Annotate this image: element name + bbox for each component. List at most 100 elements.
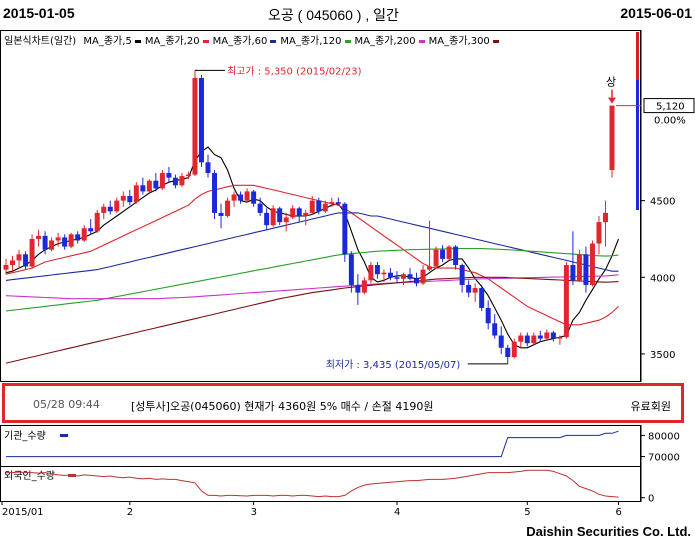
news-ticker[interactable]: 05/28 09:44 [성투사]오공(045060) 현재가 4360원 5%… [2, 383, 684, 423]
x-tick-label: 4 [394, 507, 400, 518]
institution-tick-label: 70000 [648, 453, 680, 464]
price-chart[interactable]: 3500 4000 4500 최고가 : 5,350 (2015/02/23) 최저가 … [0, 30, 695, 382]
footer-brand: Daishin Securities Co. Ltd. [526, 524, 691, 539]
x-tick-label: 5 [524, 507, 530, 518]
candle-body [23, 254, 29, 267]
candle-body [433, 249, 439, 267]
candle-body [153, 180, 159, 189]
candle-body [374, 265, 380, 275]
x-tick-label: 2015/01 [2, 507, 44, 518]
candle-body [42, 235, 48, 250]
candle-body [185, 174, 191, 177]
candle-body [238, 194, 244, 201]
legend-item-ma-4: MA_종가,200 [355, 32, 425, 47]
legend-swatch [270, 39, 277, 43]
legend-swatch [418, 39, 425, 43]
institution-frame [0, 425, 641, 467]
candle-body [49, 240, 55, 250]
candle-body [472, 288, 478, 293]
candle-body [322, 203, 328, 212]
upper-limit-arrowhead [608, 97, 616, 104]
candle-body [231, 194, 237, 201]
candle-body [179, 176, 185, 186]
candle-body [88, 228, 94, 232]
candle-body [114, 200, 120, 212]
candle-body [505, 347, 511, 358]
legend-item-ma-3: MA_종가,120 [280, 32, 351, 47]
paid-member-badge[interactable]: 유료회원 [630, 400, 671, 413]
ma-legend: 일본식차트(일간) MA_종가,5 MA_종가,20 MA_종가,60 MA_종가,1… [4, 32, 503, 47]
candle-body [62, 237, 68, 247]
candle-body [583, 254, 589, 285]
low-label: 최저가 : 3,435 (2015/05/07) [326, 359, 461, 371]
chart-type-label: 일본식차트(일간) [4, 36, 77, 47]
institution-swatch [60, 434, 68, 437]
legend-item-ma-0: MA_종가,5 [83, 32, 141, 47]
candle-body [101, 206, 107, 213]
candle-body [75, 234, 81, 241]
x-axis: 2015/01 2 3 4 5 6 [1, 502, 622, 518]
price-marker-red [636, 32, 639, 80]
candle-body [602, 212, 608, 223]
candle-body [244, 191, 250, 201]
institution-volume-panel: 기관_수량 70000 80000 [0, 425, 680, 467]
candle-body [192, 77, 198, 175]
price-marker-blue [636, 80, 639, 210]
legend-swatch [492, 39, 499, 43]
candle-body [485, 307, 491, 324]
candle-body [290, 208, 296, 218]
candle-body [342, 203, 348, 255]
legend-item-ma-1: MA_종가,20 [145, 32, 209, 47]
candle-body [453, 246, 459, 266]
candle-body [159, 173, 165, 189]
candle-body [368, 265, 374, 281]
candle-body [218, 212, 224, 216]
foreign-volume-panel: 외국인_수량 0 [0, 466, 654, 502]
candle-body [524, 335, 530, 344]
candle-body [492, 323, 498, 336]
legend-swatch [202, 39, 209, 43]
candle-body [511, 341, 517, 358]
candle-body [10, 260, 16, 266]
candle-body [420, 269, 426, 284]
chart-title: 오공 ( 045060 ) , 일간 [268, 7, 399, 23]
change-percent-label: 0.00% [654, 116, 686, 127]
candle-body [212, 173, 218, 213]
candle-body [264, 212, 270, 226]
candle-body [518, 335, 524, 342]
institution-tick-label: 80000 [648, 431, 680, 442]
news-time: 05/28 09:44 [33, 398, 100, 411]
candle-body [446, 246, 452, 259]
y-tick-label: 3500 [650, 350, 675, 361]
candle-body [16, 254, 22, 261]
candle-body [133, 185, 139, 203]
candle-body [257, 203, 263, 213]
candle-body [94, 212, 100, 232]
ma-line-2 [5, 212, 619, 281]
candle-body [277, 208, 283, 223]
ma-line-5 [5, 276, 619, 364]
candle-body [466, 284, 472, 293]
candle-body [146, 180, 152, 192]
candle-body [225, 200, 231, 216]
candle-body [576, 254, 582, 281]
candle-body [348, 254, 354, 285]
candle-body [570, 265, 576, 281]
candle-body [251, 191, 257, 204]
candle-body [172, 177, 178, 186]
candle-body [107, 206, 113, 212]
candle-body [609, 105, 615, 170]
x-tick-label: 3 [251, 507, 257, 518]
candle-body [381, 272, 387, 275]
candle-body [198, 77, 204, 163]
start-date: 2015-01-05 [3, 5, 75, 21]
candle-body [498, 335, 504, 348]
current-price-label: 5,120 [656, 102, 685, 113]
candle-body [81, 228, 87, 241]
candle-body [427, 266, 433, 270]
candle-body [544, 332, 550, 339]
news-headline[interactable]: [성투사]오공(045060) 현재가 4360원 5% 매수 / 손절 419… [131, 400, 434, 413]
candle-body [531, 335, 537, 344]
legend-item-ma-5: MA_종가,300 [429, 32, 499, 47]
candle-body [55, 237, 61, 241]
